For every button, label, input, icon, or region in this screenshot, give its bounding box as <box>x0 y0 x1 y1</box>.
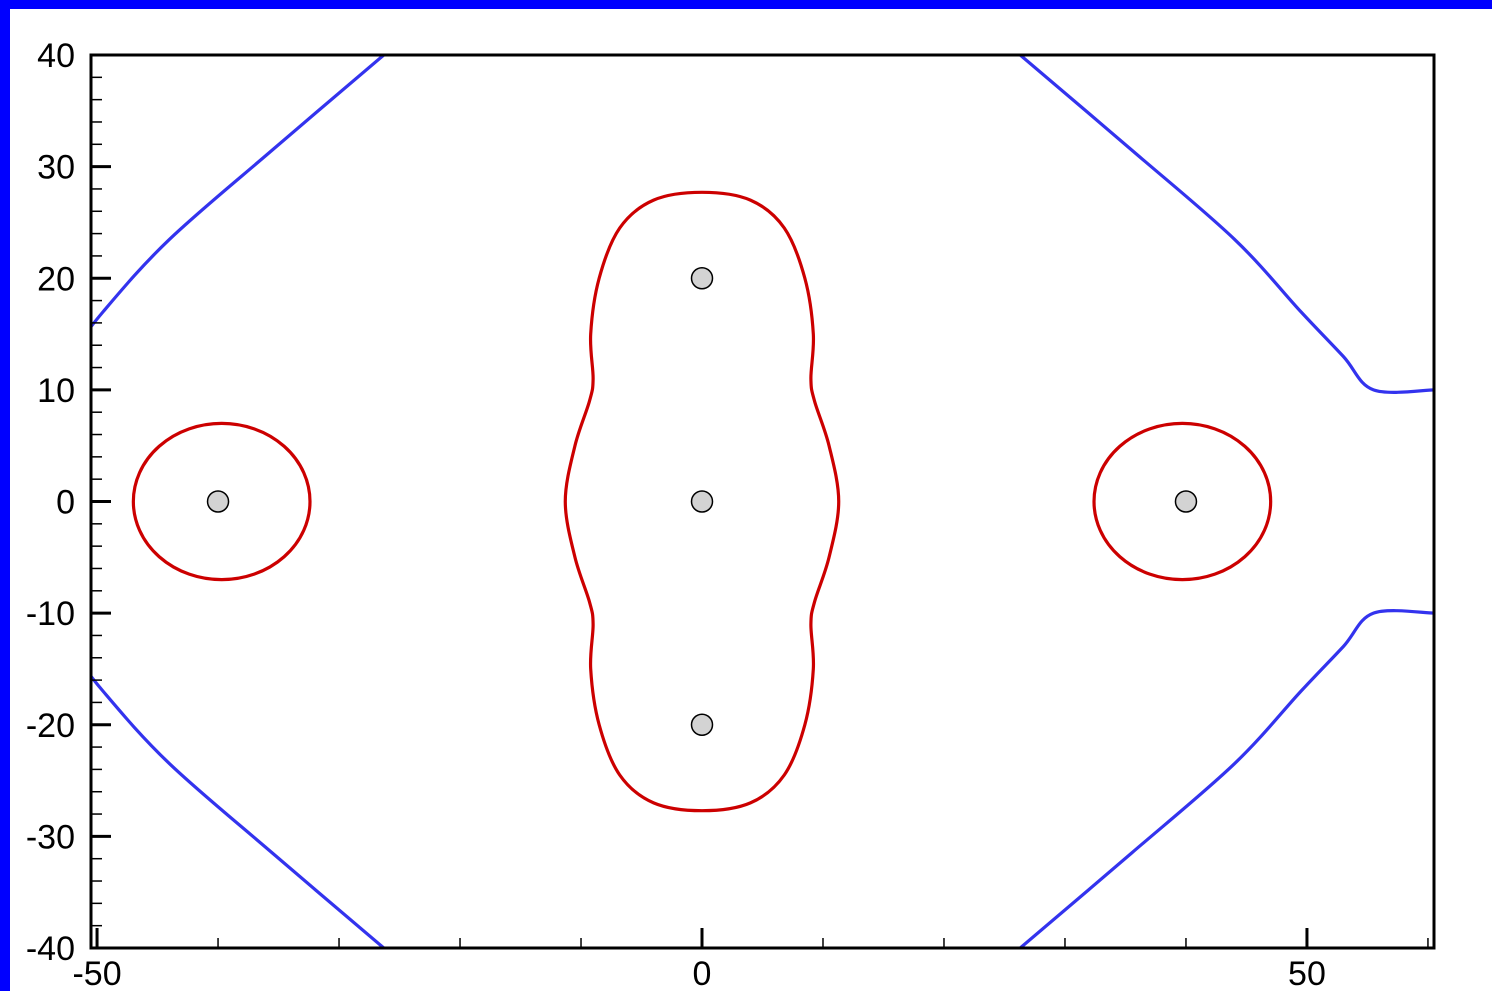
contour-line-5 <box>1019 55 1434 394</box>
x-tick-label: -50 <box>72 955 121 991</box>
y-tick-label: 20 <box>37 260 75 298</box>
point-marker-2 <box>690 490 714 513</box>
contour-line-1 <box>1092 421 1273 582</box>
y-tick-label: -20 <box>26 707 75 745</box>
point-marker-3 <box>690 713 714 736</box>
contour-line-0 <box>131 421 312 582</box>
plot-frame <box>89 53 1436 950</box>
contour-line-6 <box>1019 609 1434 948</box>
y-tick-label: -40 <box>26 930 75 968</box>
y-tick-label: 10 <box>37 372 75 410</box>
plot-canvas <box>10 9 1492 991</box>
point-marker-1 <box>690 267 714 290</box>
point-marker-0 <box>206 490 230 513</box>
contour-lines <box>91 55 1434 948</box>
y-tick-label: 30 <box>37 149 75 187</box>
axes <box>89 53 1436 950</box>
contour-line-2 <box>563 190 841 813</box>
contour-line-4 <box>91 673 385 948</box>
contour-line-3 <box>91 55 385 330</box>
point-marker-4 <box>1174 490 1198 513</box>
x-tick-label: 50 <box>1288 955 1326 991</box>
y-tick-label: -30 <box>26 818 75 856</box>
tick-marks <box>91 53 1429 950</box>
y-tick-label: 40 <box>37 37 75 75</box>
y-tick-label: -10 <box>26 595 75 633</box>
y-tick-label: 0 <box>56 484 75 522</box>
x-tick-label: 0 <box>693 955 712 991</box>
tick-labels: -50 0 50 40 30 20 10 0 -10 -20 -30 -40 <box>26 37 1326 991</box>
point-markers <box>206 267 1198 736</box>
